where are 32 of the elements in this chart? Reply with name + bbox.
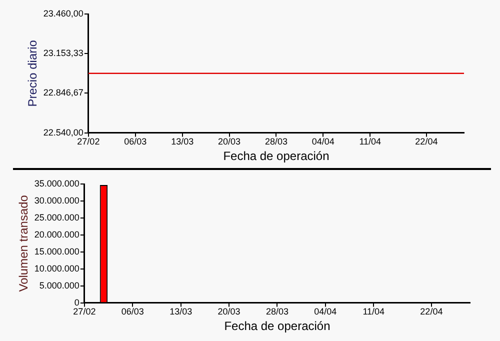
y-tick-label: 25.000.000 <box>34 212 80 222</box>
y-tick-label: 30.000.000 <box>34 195 80 206</box>
x-axis-title: Fecha de operación <box>224 319 330 334</box>
x-axis-title: Fecha de operación <box>223 149 330 164</box>
x-tick-label: 27/02 <box>77 136 100 147</box>
x-tick-label: 11/04 <box>359 136 382 147</box>
x-tick-label: 06/03 <box>124 136 147 147</box>
x-tick-label: 22/04 <box>415 136 438 147</box>
x-tick-label: 28/03 <box>264 136 288 147</box>
x-tick-label: 04/04 <box>314 306 337 317</box>
y-tick-label: 23.460,00 <box>43 8 84 18</box>
x-tick-label: 20/03 <box>218 306 240 317</box>
x-tick-label: 27/02 <box>73 306 96 317</box>
y-tick-label: 22.540,00 <box>43 127 84 138</box>
x-tick-label: 22/04 <box>420 306 443 317</box>
x-tick-label: 04/04 <box>312 136 334 147</box>
x-tick-label: 06/03 <box>121 306 144 317</box>
x-tick-label: 20/03 <box>218 136 241 147</box>
x-tick-label: 28/03 <box>266 306 288 317</box>
y-tick-label: 35.000.000 <box>34 178 80 188</box>
y-axis-title: Volumen transado <box>16 194 31 292</box>
y-tick-label: 5.000.000 <box>39 280 80 290</box>
y-tick-label: 20.000.000 <box>34 229 80 240</box>
x-tick-label: 13/03 <box>170 306 192 317</box>
y-tick-label: 0 <box>74 297 80 308</box>
y-tick-label: 15.000.000 <box>34 246 80 256</box>
y-tick-label: 10.000.000 <box>34 263 80 274</box>
x-tick-label: 11/04 <box>362 306 385 317</box>
y-tick-label: 23.153,33 <box>43 48 84 58</box>
y-tick-label: 22.846,67 <box>43 88 84 98</box>
x-tick-label: 13/03 <box>171 136 194 147</box>
y-axis-title: Precio diario <box>26 40 40 107</box>
